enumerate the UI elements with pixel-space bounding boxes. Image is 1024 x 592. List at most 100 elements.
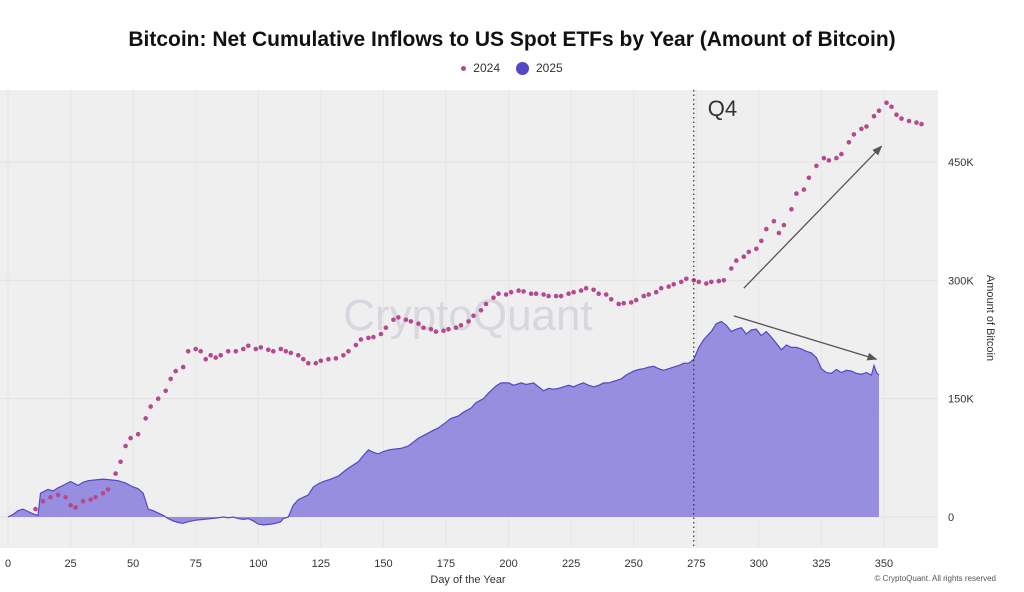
x-tick-label: 25 (64, 558, 76, 570)
series-2024-point (123, 443, 128, 449)
series-2024-point (453, 325, 459, 331)
x-tick-label: 275 (687, 558, 705, 570)
series-2024-point (919, 121, 924, 127)
legend-item-2025[interactable]: 2025 (516, 61, 563, 75)
series-2024-point (471, 313, 476, 319)
series-2024-point (266, 347, 271, 353)
series-2024-point (326, 356, 331, 362)
series-2024-point (859, 126, 864, 132)
series-2024-point (48, 495, 53, 500)
series-2024-point (839, 151, 844, 157)
x-tick-label: 50 (127, 558, 139, 570)
series-2024-point (759, 238, 764, 244)
series-2024-point (301, 356, 306, 362)
series-2024-point (508, 289, 514, 295)
x-tick-label: 125 (312, 558, 330, 570)
series-2024-point (483, 301, 489, 307)
series-2024-point (241, 346, 246, 352)
series-2024-point (458, 323, 464, 328)
series-2024-point (771, 218, 777, 224)
series-2024-point (496, 291, 501, 297)
series-2024-point (143, 416, 148, 421)
series-2024-point (93, 495, 98, 500)
series-2024-point (203, 356, 208, 362)
series-2024-point (318, 358, 324, 364)
series-2024-point (271, 349, 276, 354)
series-2024-point (503, 292, 509, 297)
series-2024-point (180, 364, 186, 370)
x-tick-label: 350 (875, 558, 893, 570)
series-2024-point (155, 396, 161, 402)
series-2024-point (678, 279, 684, 285)
series-2024-point (801, 187, 807, 192)
series-2024-point (366, 335, 371, 341)
series-2024-point (889, 104, 894, 110)
series-2024-point (851, 132, 857, 137)
legend-label-2024: 2024 (473, 61, 500, 75)
trend-arrow (743, 145, 883, 289)
series-2024-point (185, 349, 191, 354)
series-2024-point (899, 116, 904, 121)
legend-marker-2024 (461, 65, 467, 71)
series-2024-point (403, 317, 409, 323)
series-2024-point (233, 349, 239, 354)
legend-item-2024[interactable]: 2024 (461, 61, 500, 75)
series-2024-point (894, 112, 899, 117)
series-2024-point (198, 349, 203, 354)
chart-title: Bitcoin: Net Cumulative Inflows to US Sp… (128, 28, 896, 51)
series-2024-point (346, 349, 351, 354)
series-2024-point (135, 431, 141, 437)
series-2024-point (521, 289, 526, 294)
x-tick-label: 200 (499, 558, 517, 570)
legend: 2024 2025 (0, 61, 1024, 75)
trend-arrow (733, 315, 878, 361)
series-2024-point (571, 289, 576, 295)
series-2024-point (781, 222, 787, 228)
series-2024-point (871, 113, 877, 119)
series-2024-point (466, 319, 471, 324)
series-2024-point (55, 492, 61, 498)
x-tick-label: 0 (5, 558, 11, 570)
series-2024-point (628, 300, 634, 305)
series-2024-point (208, 353, 213, 358)
series-2024-point (734, 258, 739, 263)
series-2024-point (806, 175, 812, 181)
series-2024-point (608, 297, 614, 302)
series-2024-point (583, 285, 589, 291)
series-2024-point (541, 292, 546, 297)
y-tick-label: 150K (948, 394, 974, 406)
series-2024-point (88, 497, 93, 502)
series-2024-point (416, 321, 421, 327)
series-2024-point (528, 291, 534, 297)
series-2024-point (721, 278, 727, 283)
series-2024-point (253, 346, 259, 352)
series-2024-point (709, 279, 714, 285)
series-2024-point (633, 297, 639, 303)
series-2024-point (789, 207, 794, 212)
series-2024-point (704, 281, 709, 286)
series-2024-point (105, 487, 111, 492)
series-2024-point (906, 118, 912, 124)
x-tick-label: 300 (750, 558, 768, 570)
legend-label-2025: 2025 (536, 61, 563, 75)
y-tick-label: 0 (948, 512, 954, 524)
series-2024-point (371, 334, 376, 340)
series-2024-point (653, 289, 659, 295)
series-2024-point (225, 349, 231, 354)
y-tick-label: 300K (948, 275, 974, 287)
series-2024-point (100, 491, 106, 496)
y-axis-title: Amount of Bitcoin (984, 275, 996, 361)
series-2024-point (173, 368, 178, 374)
q4-label: Q4 (708, 96, 737, 121)
series-2024-point (558, 293, 564, 299)
series-2024-point (776, 230, 782, 236)
series-2024-point (421, 325, 426, 331)
series-2024-point (603, 292, 609, 297)
x-tick-label: 175 (437, 558, 455, 570)
series-2024-point (391, 317, 396, 323)
series-2024-point (278, 346, 284, 352)
watermark-text: CryptoQuant (343, 291, 592, 340)
series-2024-point (621, 300, 626, 306)
series-2024-point (566, 291, 571, 297)
y-tick-label: 450K (948, 157, 974, 169)
